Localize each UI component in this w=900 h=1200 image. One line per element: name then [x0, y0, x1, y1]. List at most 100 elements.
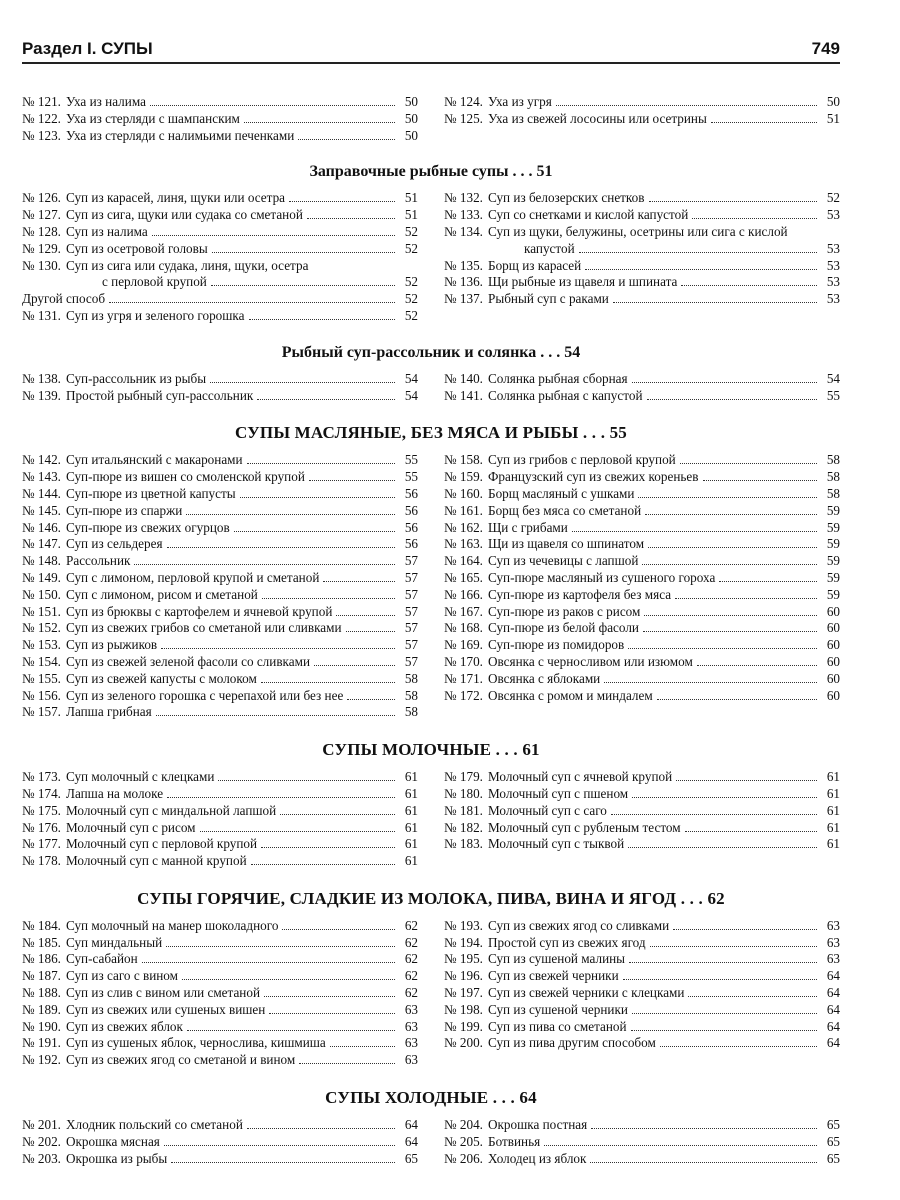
- entry-page: 60: [826, 620, 840, 636]
- entry-number: № 147.: [22, 536, 61, 552]
- entry-number: № 157.: [22, 704, 61, 720]
- toc-entry: № 158. Суп из грибов с перловой крупой 58: [444, 452, 840, 469]
- entry-line: № 149. Суп с лимоном, перловой крупой и с…: [22, 570, 418, 587]
- toc-entry: № 168. Суп-пюре из белой фасоли 60: [444, 620, 840, 637]
- entry-title: Суп-пюре из цветной капусты: [66, 485, 236, 501]
- entry-page: 59: [826, 586, 840, 602]
- entry-title: Суп из пива со сметаной: [488, 1018, 627, 1034]
- dot-leader: [702, 480, 817, 482]
- running-header: Раздел I. СУПЫ 749: [22, 36, 840, 64]
- entry-number: № 192.: [22, 1052, 61, 1068]
- entry-line: № 195. Суп из сушеной малины 63: [444, 951, 840, 968]
- entry-title: Суп из сушеной черники: [488, 1001, 628, 1017]
- entry-line: № 124. Уха из угря 50: [444, 94, 840, 111]
- entry-page: 61: [826, 836, 840, 852]
- dot-leader: [243, 121, 395, 123]
- toc-entry: № 147. Суп из сельдерея 56: [22, 536, 418, 553]
- entry-title: Простой рыбный суп-рассольник: [66, 387, 254, 403]
- dot-leader: [308, 480, 395, 482]
- dot-leader: [631, 1012, 817, 1014]
- entry-title: Суп-пюре масляный из сушеного гороха: [488, 569, 716, 585]
- entry-line: № 181. Молочный суп с саго 61: [444, 803, 840, 820]
- section-title: Рыбный суп-рассольник и солянка . . . 54: [281, 343, 581, 361]
- entry-line: № 179. Молочный суп с ячневой крупой 61: [444, 769, 840, 786]
- entry-line: № 198. Суп из сушеной черники 64: [444, 1002, 840, 1019]
- right-column: № 140. Солянка рыбная сборная 54 № 141. Соля…: [444, 371, 840, 405]
- toc-entry: № 132. Суп из белозерских снетков 52: [444, 190, 840, 207]
- entry-title: Ботвинья: [488, 1133, 541, 1149]
- entry-title: Суп из грибов с перловой крупой: [488, 452, 676, 468]
- toc-entry: № 137. Рыбный суп с раками 53: [444, 291, 840, 308]
- entry-title: Суп с лимоном, перловой крупой и сметано…: [66, 569, 320, 585]
- toc-section: СУПЫ ХОЛОДНЫЕ . . . 64 № 201. Хлодник поль…: [22, 1088, 840, 1167]
- dot-leader: [345, 631, 395, 633]
- entry-number: № 179.: [444, 769, 483, 785]
- entry-line: № 140. Солянка рыбная сборная 54: [444, 371, 840, 388]
- dot-leader: [264, 996, 395, 998]
- entry-title: Суп из карасей, линя, щуки или осетра: [66, 190, 286, 206]
- entry-page: 56: [404, 536, 418, 552]
- toc-entry: № 202. Окрошка мясная 64: [22, 1134, 418, 1151]
- entry-number: № 125.: [444, 110, 483, 126]
- toc-entry: № 172. Овсянка с ромом и миндалем 60: [444, 688, 840, 705]
- entry-page: 63: [404, 1018, 418, 1034]
- toc-entry: № 169. Суп-пюре из помидоров 60: [444, 637, 840, 654]
- entry-title: Суп из осетровой головы: [66, 240, 208, 256]
- entry-page: 60: [826, 637, 840, 653]
- entry-number: № 132.: [444, 190, 483, 206]
- entry-line: № 187. Суп из саго с вином 62: [22, 968, 418, 985]
- dot-leader: [233, 530, 395, 532]
- entry-title: Суп-пюре из белой фасоли: [488, 620, 639, 636]
- entry-title: Суп из свежих яблок: [66, 1018, 183, 1034]
- entry-title: Суп из свежих или сушеных вишен: [66, 1001, 266, 1017]
- toc-entry: № 179. Молочный суп с ячневой крупой 61: [444, 769, 840, 786]
- entry-title: Молочный суп с рисом: [66, 819, 196, 835]
- dot-leader: [246, 463, 395, 465]
- toc-entry: № 130. Суп из сига или судака, линя, щуки…: [22, 258, 418, 292]
- entry-page: 61: [826, 769, 840, 785]
- entry-title: Щи из щавеля со шпинатом: [488, 536, 645, 552]
- entry-page: 57: [404, 637, 418, 653]
- entry-page: 63: [826, 934, 840, 950]
- dot-leader: [571, 530, 817, 532]
- contents: № 121. Уха из налима 50 № 122. Уха из стерля…: [22, 94, 840, 1167]
- toc-entry: № 176. Молочный суп с рисом 61: [22, 820, 418, 837]
- entry-line: № 144. Суп-пюре из цветной капусты 56: [22, 486, 418, 503]
- entry-number: № 205.: [444, 1133, 483, 1149]
- entry-number: № 156.: [22, 687, 61, 703]
- dot-leader: [269, 1012, 395, 1014]
- toc-entry: № 203. Окрошка из рыбы 65: [22, 1151, 418, 1168]
- entry-number: № 166.: [444, 586, 483, 602]
- toc-entry: № 145. Суп-пюре из спаржи 56: [22, 503, 418, 520]
- entry-page: 55: [404, 469, 418, 485]
- entry-title: Суп из свежей черники с клецками: [488, 985, 685, 1001]
- entry-page: 61: [404, 802, 418, 818]
- dot-leader: [347, 698, 395, 700]
- entry-line: № 174. Лапша на молоке 61: [22, 786, 418, 803]
- toc-entry: № 186. Суп-сабайон 62: [22, 951, 418, 968]
- toc-entry: № 141. Солянка рыбная с капустой 55: [444, 388, 840, 405]
- entry-number: № 159.: [444, 469, 483, 485]
- columns: № 138. Суп-рассольник из рыбы 54 № 139. Прос…: [22, 371, 840, 405]
- toc-entry: № 196. Суп из свежей черники 64: [444, 968, 840, 985]
- dot-leader: [679, 463, 817, 465]
- toc-entry: № 152. Суп из свежих грибов со сметаной и…: [22, 620, 418, 637]
- left-column: № 184. Суп молочный на манер шоколадного 6…: [22, 918, 418, 1069]
- entry-line: № 169. Суп-пюре из помидоров 60: [444, 637, 840, 654]
- entry-title: Суп из щуки, белужины, осетрины или сига…: [488, 223, 788, 239]
- entry-number: № 138.: [22, 370, 61, 386]
- entry-line: № 206. Холодец из яблок 65: [444, 1151, 840, 1168]
- entry-page: 63: [404, 1035, 418, 1051]
- entry-line: № 126. Суп из карасей, линя, щуки или осе…: [22, 190, 418, 207]
- entry-line: № 146. Суп-пюре из свежих огурцов 56: [22, 520, 418, 537]
- toc-entry: № 198. Суп из сушеной черники 64: [444, 1002, 840, 1019]
- entry-line: № 201. Хлодник польский со сметаной 64: [22, 1117, 418, 1134]
- entry-number: № 206.: [444, 1150, 483, 1166]
- entry-line: № 168. Суп-пюре из белой фасоли 60: [444, 620, 840, 637]
- entry-line: № 167. Суп-пюре из раков с рисом 60: [444, 604, 840, 621]
- entry-page: 54: [404, 370, 418, 386]
- toc-entry: № 123. Уха из стерляди с налимьими печенк…: [22, 128, 418, 145]
- entry-page: 63: [404, 1001, 418, 1017]
- toc-entry: № 175. Молочный суп с миндальной лапшой 61: [22, 803, 418, 820]
- columns: № 184. Суп молочный на манер шоколадного 6…: [22, 918, 840, 1069]
